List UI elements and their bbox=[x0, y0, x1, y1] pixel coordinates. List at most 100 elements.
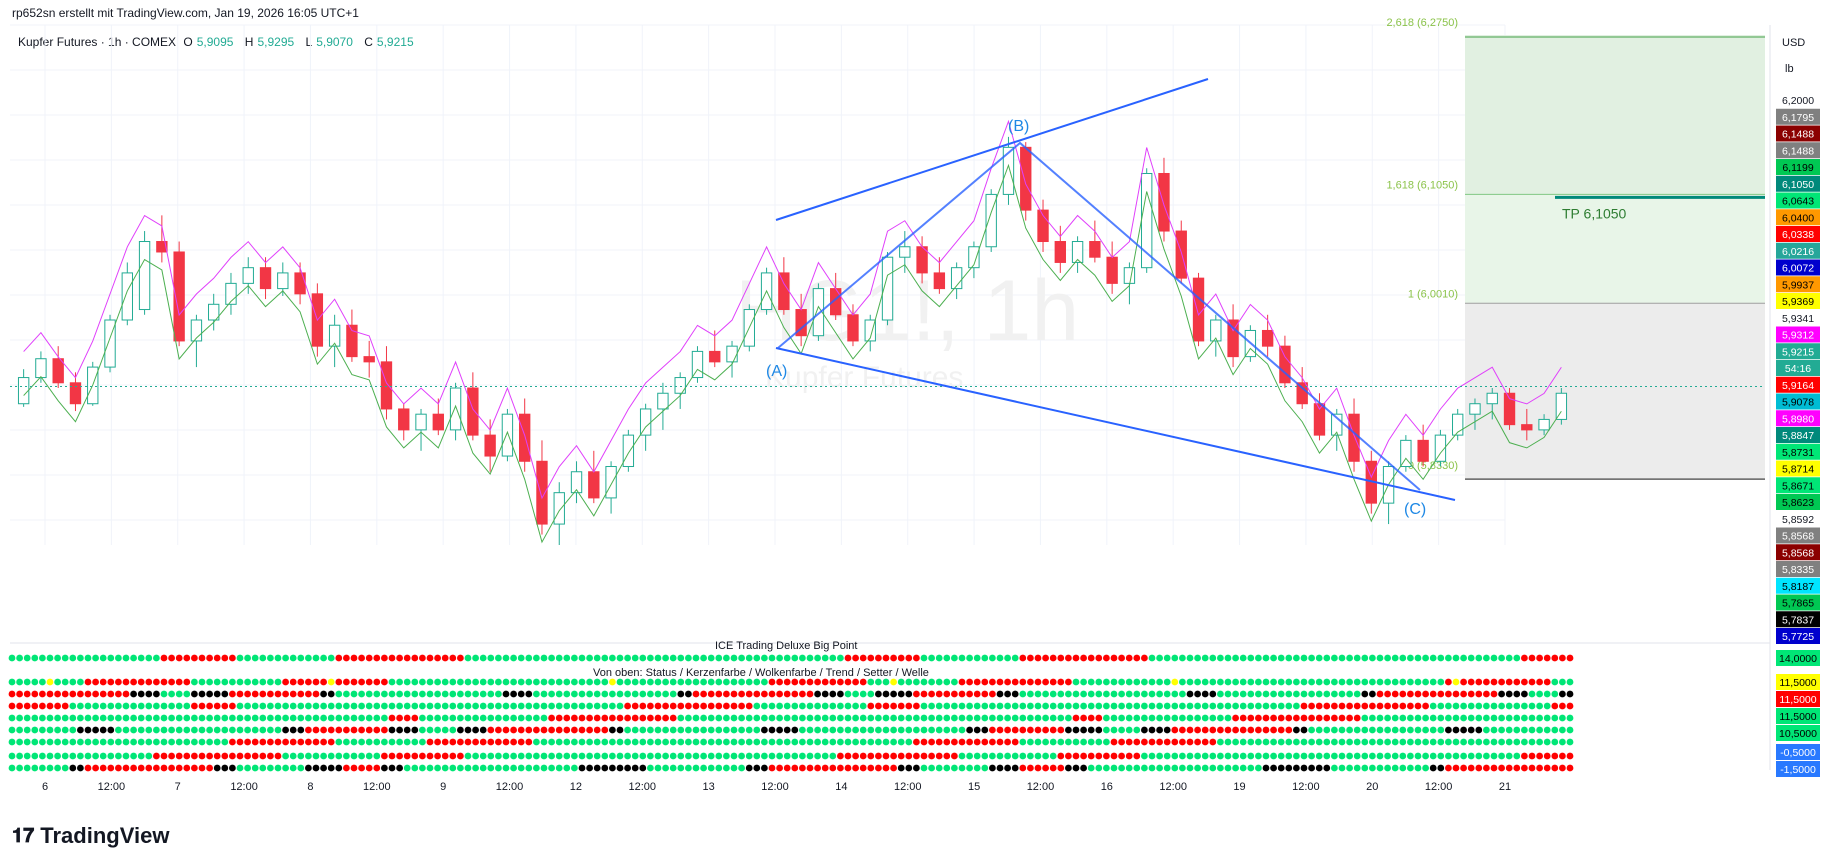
candle-body[interactable] bbox=[933, 272, 946, 290]
candle-body[interactable] bbox=[1054, 241, 1066, 263]
candle-body[interactable] bbox=[398, 408, 410, 431]
candle-body[interactable] bbox=[812, 288, 825, 337]
candle-body[interactable] bbox=[328, 324, 341, 347]
candle-body[interactable] bbox=[1175, 230, 1187, 279]
candle-body[interactable] bbox=[380, 361, 393, 410]
candle-body[interactable] bbox=[622, 434, 635, 468]
upper-trendline[interactable] bbox=[775, 78, 1209, 221]
candle-body[interactable] bbox=[1469, 403, 1481, 415]
candle-body[interactable] bbox=[1503, 392, 1516, 426]
candle-body[interactable] bbox=[899, 246, 911, 258]
indicator-dot bbox=[540, 738, 548, 746]
candle-body[interactable] bbox=[639, 408, 652, 436]
lower-trendline[interactable] bbox=[775, 347, 1456, 501]
candle-body[interactable] bbox=[35, 358, 47, 379]
candle-body[interactable] bbox=[1555, 392, 1568, 420]
candle-body[interactable] bbox=[605, 466, 617, 499]
candle-body[interactable] bbox=[709, 350, 721, 363]
candle-body[interactable] bbox=[1123, 267, 1136, 284]
candle-body[interactable] bbox=[553, 492, 565, 525]
candle-body[interactable] bbox=[104, 319, 116, 368]
indicator-dot bbox=[806, 764, 814, 772]
candle-body[interactable] bbox=[1106, 256, 1118, 284]
candle-body[interactable] bbox=[346, 324, 358, 358]
candle-body[interactable] bbox=[259, 267, 272, 290]
unit-selector[interactable]: lb bbox=[1785, 63, 1794, 75]
candle-body[interactable] bbox=[1348, 413, 1360, 462]
indicator-dot bbox=[981, 726, 989, 734]
tradingview-logo[interactable]: 𝟏𝟕 TradingView bbox=[12, 823, 169, 849]
candle-body[interactable] bbox=[1400, 439, 1412, 468]
candle-body[interactable] bbox=[138, 241, 151, 311]
candle-body[interactable] bbox=[950, 267, 963, 290]
candle-body[interactable] bbox=[847, 314, 859, 342]
candle-body[interactable] bbox=[432, 413, 444, 431]
candle-body[interactable] bbox=[294, 272, 306, 295]
candle-body[interactable] bbox=[1452, 413, 1464, 436]
candle-body[interactable] bbox=[1227, 319, 1239, 358]
indicator-dot bbox=[1293, 726, 1300, 734]
candle-body[interactable] bbox=[1037, 209, 1049, 243]
candle-body[interactable] bbox=[1538, 418, 1550, 431]
candle-body[interactable] bbox=[415, 413, 427, 431]
candle-body[interactable] bbox=[864, 319, 876, 342]
candle-body[interactable] bbox=[588, 471, 600, 499]
candle-body[interactable] bbox=[519, 413, 531, 462]
indicator-dot bbox=[1528, 764, 1536, 772]
candle-body[interactable] bbox=[1521, 424, 1533, 431]
candle-body[interactable] bbox=[1192, 277, 1205, 342]
candle-body[interactable] bbox=[1434, 434, 1447, 462]
candle-body[interactable] bbox=[968, 246, 980, 269]
candle-body[interactable] bbox=[1002, 146, 1015, 195]
candle-body[interactable] bbox=[1089, 241, 1101, 258]
candle-body[interactable] bbox=[190, 319, 203, 342]
indicator-dot bbox=[1536, 678, 1543, 686]
wave-path[interactable] bbox=[777, 141, 1421, 491]
candle-body[interactable] bbox=[363, 356, 375, 363]
indicator-dot bbox=[1049, 702, 1057, 710]
indicator-dot bbox=[677, 702, 685, 710]
candle-body[interactable] bbox=[1020, 146, 1032, 211]
candle-body[interactable] bbox=[674, 377, 686, 394]
candle-body[interactable] bbox=[52, 358, 64, 384]
candle-body[interactable] bbox=[69, 382, 82, 405]
candle-body[interactable] bbox=[691, 350, 704, 379]
candle-body[interactable] bbox=[1158, 172, 1170, 232]
candle-body[interactable] bbox=[501, 413, 514, 457]
symbol-title[interactable]: Kupfer Futures · 1h · COMEX bbox=[18, 35, 177, 49]
candle-body[interactable] bbox=[1331, 413, 1343, 436]
indicator-dot bbox=[358, 764, 365, 772]
indicator-dot bbox=[540, 678, 548, 686]
candle-body[interactable] bbox=[570, 471, 583, 494]
candle-body[interactable] bbox=[1417, 439, 1429, 462]
candle-body[interactable] bbox=[225, 282, 237, 305]
candle-body[interactable] bbox=[121, 272, 133, 321]
candle-body[interactable] bbox=[484, 434, 496, 457]
candle-body[interactable] bbox=[1279, 345, 1291, 384]
candle-body[interactable] bbox=[985, 193, 997, 248]
currency-selector[interactable]: USD bbox=[1782, 37, 1806, 49]
candle-body[interactable] bbox=[1210, 319, 1222, 342]
candle-body[interactable] bbox=[17, 377, 30, 405]
indicator-dot bbox=[1300, 726, 1308, 734]
indicator-dot bbox=[99, 738, 107, 746]
candle-body[interactable] bbox=[156, 241, 168, 253]
indicator-dot bbox=[305, 678, 312, 686]
candle-body[interactable] bbox=[277, 272, 289, 290]
candle-body[interactable] bbox=[467, 387, 479, 436]
candle-body[interactable] bbox=[242, 267, 254, 284]
candle-body[interactable] bbox=[173, 251, 185, 342]
candle-body[interactable] bbox=[778, 272, 790, 311]
candle-body[interactable] bbox=[881, 256, 894, 321]
symbol-legend[interactable]: Kupfer Futures · 1h · COMEX O 5,9095 H 5,9… bbox=[18, 35, 422, 49]
candle-body[interactable] bbox=[657, 392, 669, 410]
candle-body[interactable] bbox=[1071, 241, 1084, 263]
candle-body[interactable] bbox=[1261, 329, 1274, 347]
candle-body[interactable] bbox=[449, 387, 462, 431]
candle-body[interactable] bbox=[536, 460, 548, 525]
candle-body[interactable] bbox=[726, 345, 738, 363]
indicator-dot bbox=[609, 738, 616, 746]
candle-body[interactable] bbox=[1486, 392, 1498, 405]
candle-body[interactable] bbox=[208, 303, 220, 321]
